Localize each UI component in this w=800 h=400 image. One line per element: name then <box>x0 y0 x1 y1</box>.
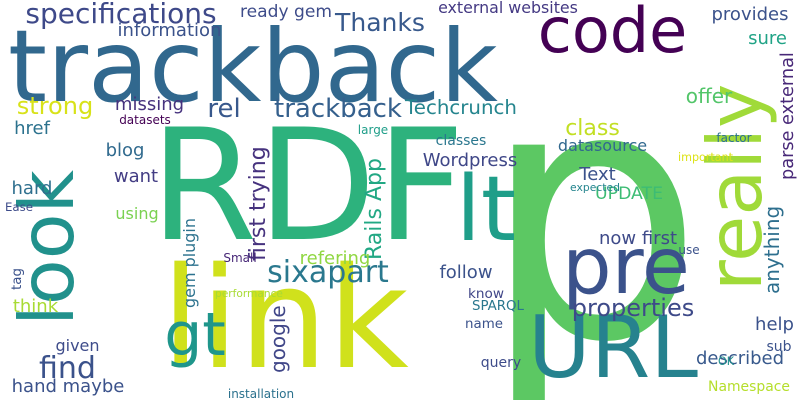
word-now-first: now first <box>598 228 678 249</box>
word-small: Small <box>223 251 257 265</box>
word-know: know <box>468 286 504 303</box>
word-follow: follow <box>439 262 493 283</box>
word-url: URL <box>528 298 698 399</box>
word-ease: Ease <box>5 200 33 215</box>
word-properties: properties <box>571 294 695 322</box>
word-gem-plugin: gem plugin <box>180 218 200 308</box>
word-rails-app: Rails App <box>362 158 387 260</box>
word-think: think <box>12 296 59 317</box>
word-want: want <box>113 166 159 187</box>
word-query: query <box>480 355 522 371</box>
word-name: name <box>465 317 503 333</box>
word-href: href <box>14 118 50 139</box>
word-strong: strong <box>16 92 94 120</box>
word-factor: factor <box>716 131 752 145</box>
word-blog: blog <box>105 140 145 161</box>
word-parse-external: parse external <box>778 52 799 180</box>
word-trackback: trackback <box>8 10 498 126</box>
word-text: Text <box>579 164 616 185</box>
word-update: UPDATE <box>595 184 663 205</box>
word-p: p <box>481 11 704 400</box>
word-rel: rel <box>207 94 241 124</box>
word-trackback-small: trackback <box>274 94 402 124</box>
word-gt: gt <box>164 300 226 370</box>
word-specifications: specifications <box>25 0 217 30</box>
word-information: information <box>117 20 222 41</box>
word-provides: provides <box>711 4 789 25</box>
word-namespace: Namespace <box>708 379 790 396</box>
word-find: find <box>39 351 96 386</box>
word-ready-gem: ready gem <box>240 2 332 23</box>
word-class: class <box>565 116 620 141</box>
word-help: help <box>755 314 794 335</box>
word-pre: pre <box>562 222 690 312</box>
word-hard: hard <box>11 178 53 199</box>
word-installation: installation <box>227 387 295 400</box>
word-ok: OK <box>718 355 734 369</box>
word-large: large <box>357 123 389 137</box>
word-missing: missing <box>114 94 185 115</box>
word-lt: lt <box>455 157 517 262</box>
word-anything: anything <box>760 205 784 295</box>
word-code: code <box>537 0 688 67</box>
word-performance: performance <box>215 286 283 300</box>
word-sixapart: sixapart <box>267 255 389 290</box>
word-offer: offer <box>685 84 733 108</box>
word-described: described <box>695 348 785 369</box>
word-tag: tag <box>10 268 26 290</box>
word-refering: refering <box>299 248 371 269</box>
word-first-trying: first trying <box>246 146 271 262</box>
word-given: given <box>55 336 100 355</box>
word-sub: sub <box>766 339 792 355</box>
word-important: important <box>678 151 733 165</box>
word-use: use <box>678 243 700 257</box>
word-google: google <box>266 305 290 373</box>
word-external-websites: external websites <box>438 0 578 18</box>
word-link: link <box>161 238 409 400</box>
word-classes: classes <box>435 133 487 149</box>
word-sparql: SPARQL <box>472 299 524 315</box>
word-expected: expected <box>570 180 620 194</box>
word-thanks: Thanks <box>335 8 425 38</box>
word-wordpress: Wordpress <box>422 150 518 171</box>
word-techcrunch: Techcrunch <box>405 96 517 120</box>
word-datasets: datasets <box>119 113 171 127</box>
word-hand-maybe: hand maybe <box>11 376 125 397</box>
word-using: using <box>115 204 159 223</box>
word-rdf: RDF <box>150 97 465 277</box>
word-datasource: datasource <box>557 136 648 155</box>
word-sure: sure <box>748 28 787 49</box>
